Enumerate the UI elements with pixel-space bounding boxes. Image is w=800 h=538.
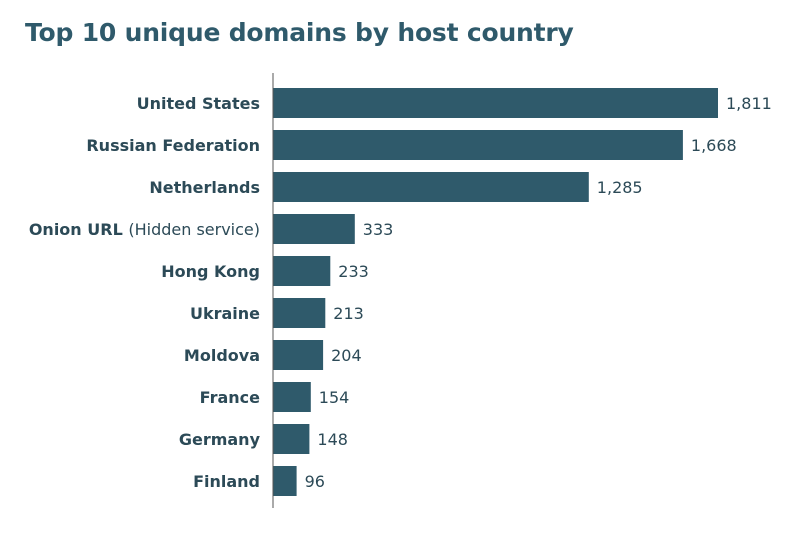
value-label-moldova: 204: [331, 346, 362, 365]
value-label-hong-kong: 233: [338, 262, 369, 281]
value-label-united-states: 1,811: [726, 94, 772, 113]
chart-title: Top 10 unique domains by host country: [25, 18, 574, 47]
category-label-hong-kong: Hong Kong: [161, 262, 260, 281]
bar-france: [273, 382, 311, 412]
value-label-netherlands: 1,285: [597, 178, 643, 197]
category-label-russian-federation: Russian Federation: [86, 136, 260, 155]
bar-ukraine: [273, 298, 326, 328]
value-label-onion-url-hidden-service: 333: [363, 220, 394, 239]
bar-onion-url-hidden-service: [273, 214, 355, 244]
category-label-ukraine: Ukraine: [190, 304, 260, 323]
category-label-onion-url-hidden-service: Onion URL (Hidden service): [29, 220, 260, 239]
value-label-finland: 96: [305, 472, 325, 491]
category-label-finland: Finland: [193, 472, 260, 491]
value-labels: 1,811 1,668 1,285 333 233 213 204 154 148 96: [305, 94, 772, 491]
category-label-germany: Germany: [179, 430, 261, 449]
bars-group: [273, 88, 718, 496]
value-label-russian-federation: 1,668: [691, 136, 737, 155]
bar-netherlands: [273, 172, 589, 202]
category-label-united-states: United States: [137, 94, 260, 113]
category-labels: United States Russian Federation Netherlan…: [29, 94, 261, 491]
category-label-netherlands: Netherlands: [149, 178, 260, 197]
value-label-france: 154: [319, 388, 350, 407]
category-label-moldova: Moldova: [184, 346, 260, 365]
value-label-germany: 148: [317, 430, 348, 449]
bar-finland: [273, 466, 297, 496]
bar-moldova: [273, 340, 324, 370]
bar-united-states: [273, 88, 718, 118]
value-label-ukraine: 213: [333, 304, 364, 323]
bar-russian-federation: [273, 130, 683, 160]
bar-hong-kong: [273, 256, 331, 286]
category-label-france: France: [200, 388, 260, 407]
bar-germany: [273, 424, 310, 454]
